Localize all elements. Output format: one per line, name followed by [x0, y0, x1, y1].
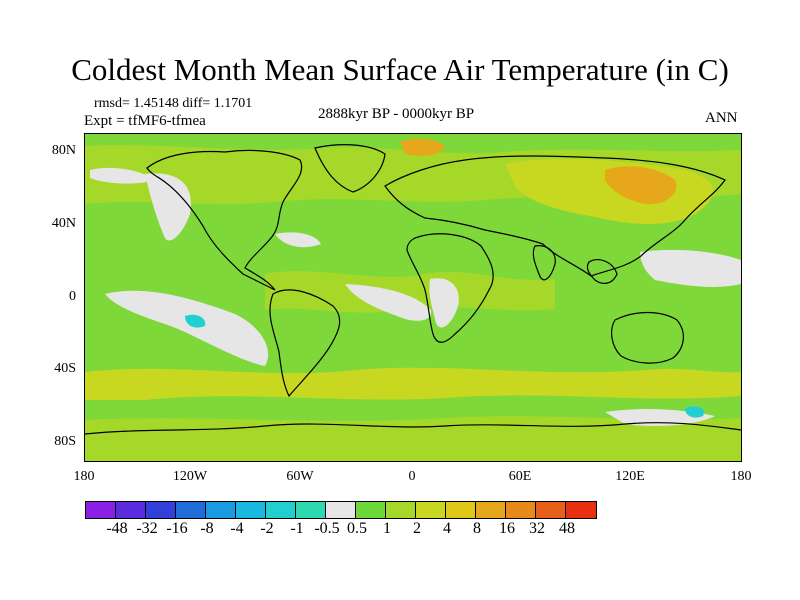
patch-orange-siberia	[605, 166, 677, 205]
patch-cyan-antarctic	[685, 406, 704, 418]
colorbar-swatch	[506, 502, 536, 518]
map-title: Coldest Month Mean Surface Air Temperatu…	[71, 52, 729, 87]
lon-label-120e: 120E	[615, 469, 645, 484]
coast-africa	[406, 233, 494, 343]
coast-north-america	[146, 149, 303, 291]
colorbar-label: 4	[443, 520, 451, 537]
colorbar-swatch	[416, 502, 446, 518]
stats-text: rmsd= 1.45148 diff= 1.1701	[94, 96, 253, 111]
patch-white-atlantic-north	[275, 232, 321, 248]
lat-label-80n: 80N	[51, 143, 76, 158]
colorbar-label: -1	[290, 520, 304, 537]
colorbar-label: 0.5	[347, 520, 367, 537]
patch-white-arctic	[90, 167, 155, 184]
patch-white-pacific-north	[145, 173, 191, 241]
experiment-text: Expt = tfMF6-tfmea	[84, 113, 206, 129]
coast-eurasia	[384, 155, 726, 277]
colorbar-swatch	[566, 502, 596, 518]
patch-white-indian	[429, 278, 459, 328]
colorbar-swatch	[146, 502, 176, 518]
coast-antarctica	[85, 422, 741, 435]
lon-label-180w: 180	[73, 469, 95, 484]
colorbar-label: -2	[260, 520, 274, 537]
coast-southeast-asia	[586, 259, 618, 284]
lat-label-40s: 40S	[54, 361, 76, 376]
colorbar-swatch	[536, 502, 566, 518]
colorbar-swatch	[116, 502, 146, 518]
coast-south-america	[269, 289, 341, 398]
patch-white-pacific-south	[105, 290, 269, 366]
colorbar-label: 16	[499, 520, 515, 537]
coast-australia	[611, 311, 684, 364]
colorbar-swatch	[446, 502, 476, 518]
temperature-map	[85, 138, 741, 461]
colorbar	[85, 501, 597, 519]
colorbar-label: 48	[559, 520, 575, 537]
lon-label-180e: 180	[730, 469, 752, 484]
colorbar-label: 1	[383, 520, 391, 537]
lon-label-120w: 120W	[172, 469, 208, 484]
colorbar-label: -8	[200, 520, 214, 537]
colorbar-label: 32	[529, 520, 545, 537]
patch-orange-arctic	[400, 138, 445, 156]
colorbar-swatch	[266, 502, 296, 518]
colorbar-swatch	[206, 502, 236, 518]
colorbar-swatch	[296, 502, 326, 518]
colorbar-label: -32	[136, 520, 158, 537]
patch-yellow-southern	[85, 367, 741, 400]
patch-cyan-pacific	[185, 314, 206, 328]
coast-greenland	[314, 144, 386, 193]
lat-label-80s: 80S	[54, 434, 76, 449]
colorbar-label: -0.5	[314, 520, 340, 537]
colorbar-label: 8	[473, 520, 481, 537]
map-panel[interactable]	[84, 133, 742, 462]
patch-white-atlantic-south	[345, 284, 432, 321]
colorbar-swatch	[386, 502, 416, 518]
colorbar-swatch	[86, 502, 116, 518]
lon-label-0: 0	[408, 469, 416, 484]
patch-white-westpacific	[640, 249, 741, 287]
colorbar-swatch	[356, 502, 386, 518]
colorbar-label: -16	[166, 520, 188, 537]
colorbar-swatch	[476, 502, 506, 518]
coastlines	[85, 144, 741, 435]
field-patches	[85, 138, 741, 461]
colorbar-swatch	[236, 502, 266, 518]
colorbar-label: 2	[413, 520, 421, 537]
colorbar-label: -4	[230, 520, 244, 537]
colorbar-swatch	[326, 502, 356, 518]
lat-label-40n: 40N	[51, 216, 76, 231]
season-text: ANN	[705, 110, 738, 126]
lat-label-0: 0	[69, 289, 76, 304]
colorbar-swatch	[176, 502, 206, 518]
period-text: 2888kyr BP - 0000kyr BP	[318, 106, 475, 122]
coast-india	[532, 245, 556, 281]
colorbar-label: -48	[106, 520, 128, 537]
lon-label-60w: 60W	[286, 469, 314, 484]
lon-label-60e: 60E	[508, 469, 532, 484]
